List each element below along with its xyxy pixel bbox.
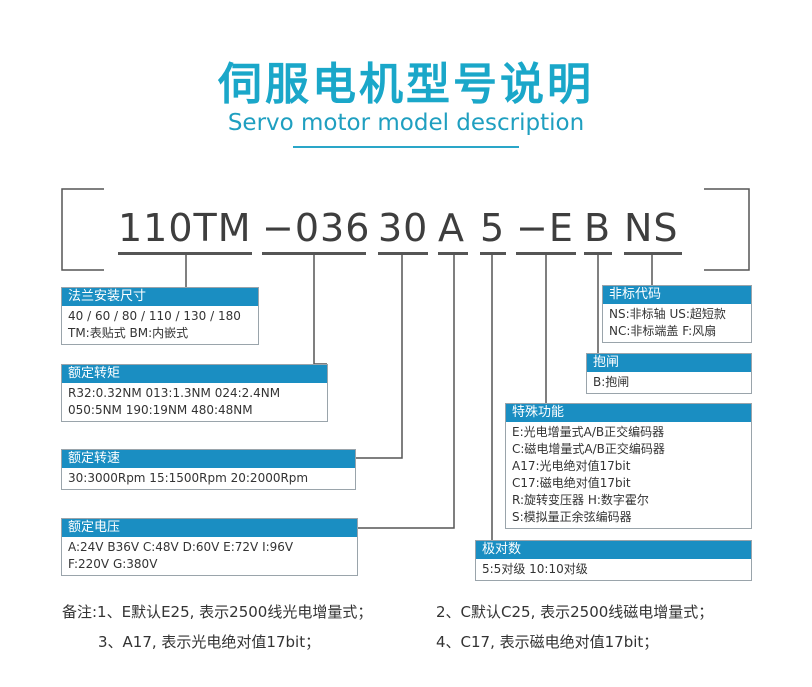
note-4: 4、C17, 表示磁电绝对值17bit； [436, 633, 659, 651]
box-rated-speed: 额定转速 30:3000Rpm 15:1500Rpm 20:2000Rpm [61, 449, 356, 490]
box-line: C17:磁电绝对值17bit [512, 476, 631, 490]
box-line: B:抱闸 [593, 375, 630, 389]
page-title: 伺服电机型号说明 [218, 59, 594, 110]
box-line: A17:光电绝对值17bit [512, 459, 631, 473]
box-line: 050:5NM 190:19NM 480:48NM [68, 403, 253, 417]
box-title: 额定电压 [62, 519, 357, 537]
box-title: 额定转速 [62, 450, 355, 468]
connector-voltage [357, 254, 455, 529]
segment-nonstandard: NS [624, 206, 682, 255]
box-title: 非标代码 [603, 286, 751, 304]
segment-text: −E [516, 206, 574, 250]
box-brake: 抱闸 B:抱闸 [586, 353, 752, 394]
box-flange-size: 法兰安装尺寸 40 / 60 / 80 / 110 / 130 / 180 TM… [61, 287, 259, 345]
box-line: 30:3000Rpm 15:1500Rpm 20:2000Rpm [68, 471, 309, 485]
box-line: S:模拟量正余弦编码器 [512, 510, 632, 524]
box-rated-torque: 额定转矩 R32:0.32NM 013:1.3NM 024:2.4NM 050:… [61, 364, 328, 422]
box-nonstandard-code: 非标代码 NS:非标轴 US:超短款 NC:非标端盖 F:风扇 [602, 285, 752, 343]
box-line: NS:非标轴 US:超短款 [609, 307, 726, 321]
box-line: NC:非标端盖 F:风扇 [609, 324, 717, 338]
box-line: R:旋转变压器 H:数字霍尔 [512, 493, 649, 507]
segment-text: B [584, 206, 612, 250]
title-divider [293, 146, 519, 148]
segment-text: −036 [262, 206, 371, 250]
segment-special: −E [516, 206, 576, 255]
connector-torque [313, 254, 327, 365]
box-line: A:24V B36V C:48V D:60V E:72V I:96V [68, 540, 294, 554]
note-1: 备注:1、E默认E25, 表示2500线光电增量式； [62, 603, 373, 621]
bracket-right [704, 188, 750, 271]
segment-underline [516, 252, 576, 255]
box-line: E:光电增量式A/B正交编码器 [512, 425, 665, 439]
box-line: 5:5对级 10:10对级 [482, 562, 588, 576]
bracket-left [61, 188, 104, 271]
box-title: 法兰安装尺寸 [62, 288, 258, 306]
segment-poles: 5 [480, 206, 506, 255]
box-pole-pairs: 极对数 5:5对级 10:10对级 [475, 540, 752, 581]
segment-speed: 30 [378, 206, 429, 255]
note-2: 2、C默认C25, 表示2500线磁电增量式； [436, 603, 714, 621]
segment-text: 110TM [118, 206, 252, 250]
segment-text: 30 [378, 206, 429, 250]
box-rated-voltage: 额定电压 A:24V B36V C:48V D:60V E:72V I:96V … [61, 518, 358, 576]
page-subtitle: Servo motor model description [227, 110, 585, 136]
box-line: 40 / 60 / 80 / 110 / 130 / 180 [68, 309, 241, 323]
segment-underline [438, 252, 468, 255]
note-3: 3、A17, 表示光电绝对值17bit； [98, 633, 321, 651]
connector-speed [355, 254, 403, 459]
segment-underline [480, 252, 506, 255]
box-title: 额定转矩 [62, 365, 327, 383]
segment-underline [378, 252, 428, 255]
box-title: 极对数 [476, 541, 751, 559]
segment-frame: 110TM [118, 206, 252, 255]
segment-underline [584, 252, 612, 255]
segment-brake: B [584, 206, 612, 255]
segment-torque: −036 [262, 206, 369, 255]
box-special-function: 特殊功能 E:光电增量式A/B正交编码器 C:磁电增量式A/B正交编码器 A17… [505, 403, 752, 529]
segment-underline [262, 252, 366, 255]
segment-underline [624, 252, 682, 255]
segment-underline [118, 252, 252, 255]
segment-voltage: A [438, 206, 468, 255]
box-line: C:磁电增量式A/B正交编码器 [512, 442, 665, 456]
segment-text: 5 [480, 206, 506, 250]
segment-text: A [438, 206, 465, 250]
box-title: 特殊功能 [506, 404, 751, 422]
box-title: 抱闸 [587, 354, 751, 372]
box-line: F:220V G:380V [68, 557, 158, 571]
box-line: TM:表贴式 BM:内嵌式 [68, 326, 189, 340]
box-line: R32:0.32NM 013:1.3NM 024:2.4NM [68, 386, 281, 400]
segment-text: NS [624, 206, 679, 250]
